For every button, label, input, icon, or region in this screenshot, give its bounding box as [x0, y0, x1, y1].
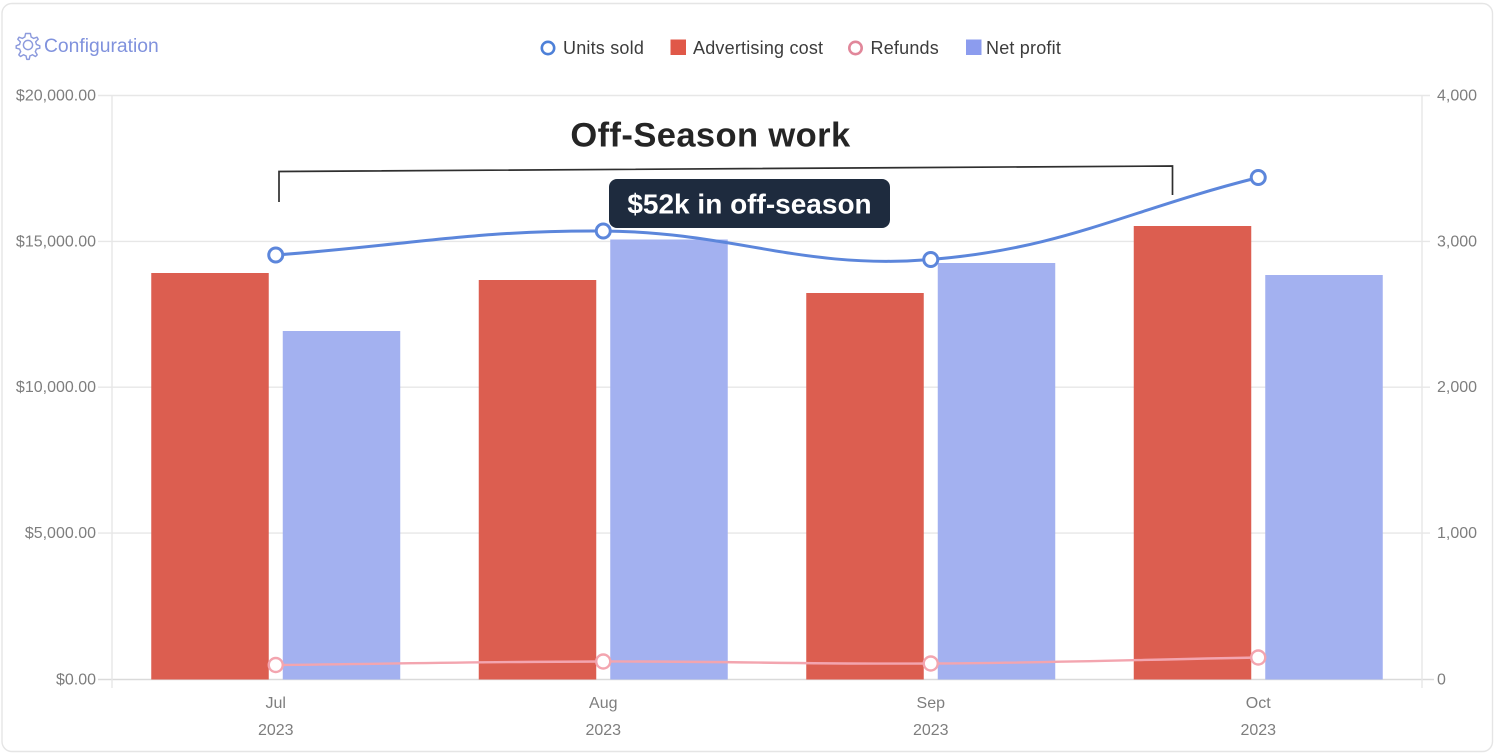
svg-text:Refunds: Refunds [871, 38, 939, 58]
svg-text:3,000: 3,000 [1437, 233, 1477, 250]
svg-text:$10,000.00: $10,000.00 [16, 379, 96, 396]
svg-text:2023: 2023 [585, 722, 621, 739]
svg-text:$15,000.00: $15,000.00 [16, 233, 96, 250]
svg-text:Units sold: Units sold [563, 38, 644, 58]
svg-text:0: 0 [1437, 672, 1446, 689]
svg-text:Aug: Aug [589, 695, 617, 712]
svg-text:Net profit: Net profit [986, 38, 1061, 58]
svg-text:Configuration: Configuration [44, 36, 159, 57]
svg-text:2023: 2023 [1240, 722, 1276, 739]
svg-text:2023: 2023 [258, 722, 294, 739]
svg-text:2,000: 2,000 [1437, 379, 1477, 396]
svg-text:$0.00: $0.00 [56, 672, 96, 689]
svg-text:$52k in off-season: $52k in off-season [627, 189, 871, 220]
svg-text:Oct: Oct [1246, 695, 1271, 712]
svg-text:2023: 2023 [913, 722, 949, 739]
svg-text:$20,000.00: $20,000.00 [16, 88, 96, 105]
svg-text:4,000: 4,000 [1437, 88, 1477, 105]
svg-text:Off-Season work: Off-Season work [570, 117, 851, 155]
svg-text:Jul: Jul [266, 695, 286, 712]
svg-text:Sep: Sep [917, 695, 946, 712]
svg-text:Advertising cost: Advertising cost [693, 38, 823, 58]
svg-text:1,000: 1,000 [1437, 525, 1477, 542]
svg-text:$5,000.00: $5,000.00 [25, 525, 96, 542]
